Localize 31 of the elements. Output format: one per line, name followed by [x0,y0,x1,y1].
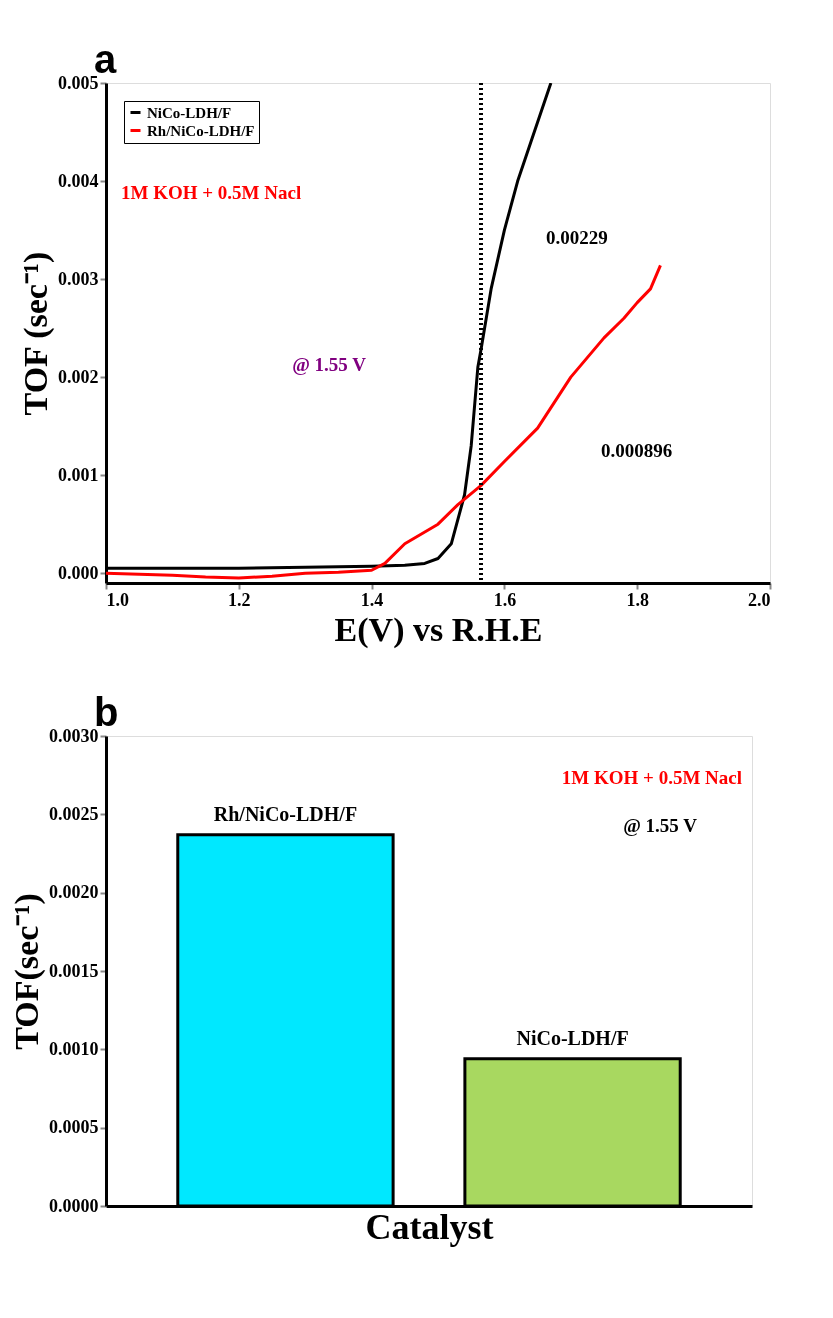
x-tick-label: 1.4 [360,589,384,610]
y-tick-label: 0.0010 [49,1038,99,1059]
y-tick-label: 0.0015 [49,960,99,981]
y-axis-title: TOF (sec⁻¹) [17,251,55,416]
annotation: 1M KOH + 0.5M Nacl [561,767,742,788]
y-tick-label: 0.005 [58,72,99,93]
y-tick-label: 0.0020 [49,882,99,903]
y-tick-label: 0.0030 [49,725,99,746]
annotation: 1M KOH + 0.5M Nacl [121,182,302,203]
y-tick-label: 0.0005 [49,1117,99,1138]
y-tick-label: 0.002 [58,366,99,387]
x-tick-label: 1.0 [106,589,129,610]
x-tick-label: 2.0 [748,589,771,610]
x-axis-title: Catalyst [365,1206,494,1247]
legend-label: Rh/NiCo-LDH/F [147,122,255,139]
annotation: 0.000896 [601,440,673,461]
y-tick-label: 0.000 [58,562,99,583]
y-tick-label: 0.001 [58,464,99,485]
y-tick-label: 0.0000 [49,1195,99,1216]
x-tick-label: 1.8 [626,589,649,610]
annotation: @ 1.55 V [623,815,698,836]
y-tick-label: 0.004 [58,170,99,191]
x-axis-title: E(V) vs R.H.E [334,610,543,649]
annotation: @ 1.55 V [292,354,367,375]
legend-label: NiCo-LDH/F [147,104,232,121]
y-axis-title: TOF(sec⁻¹) [8,893,46,1050]
x-tick-label: 1.2 [228,589,251,610]
annotation: 0.00229 [546,227,608,248]
y-tick-label: 0.0025 [49,803,99,824]
x-tick-label: 1.6 [493,589,517,610]
y-tick-label: 0.003 [58,268,99,289]
